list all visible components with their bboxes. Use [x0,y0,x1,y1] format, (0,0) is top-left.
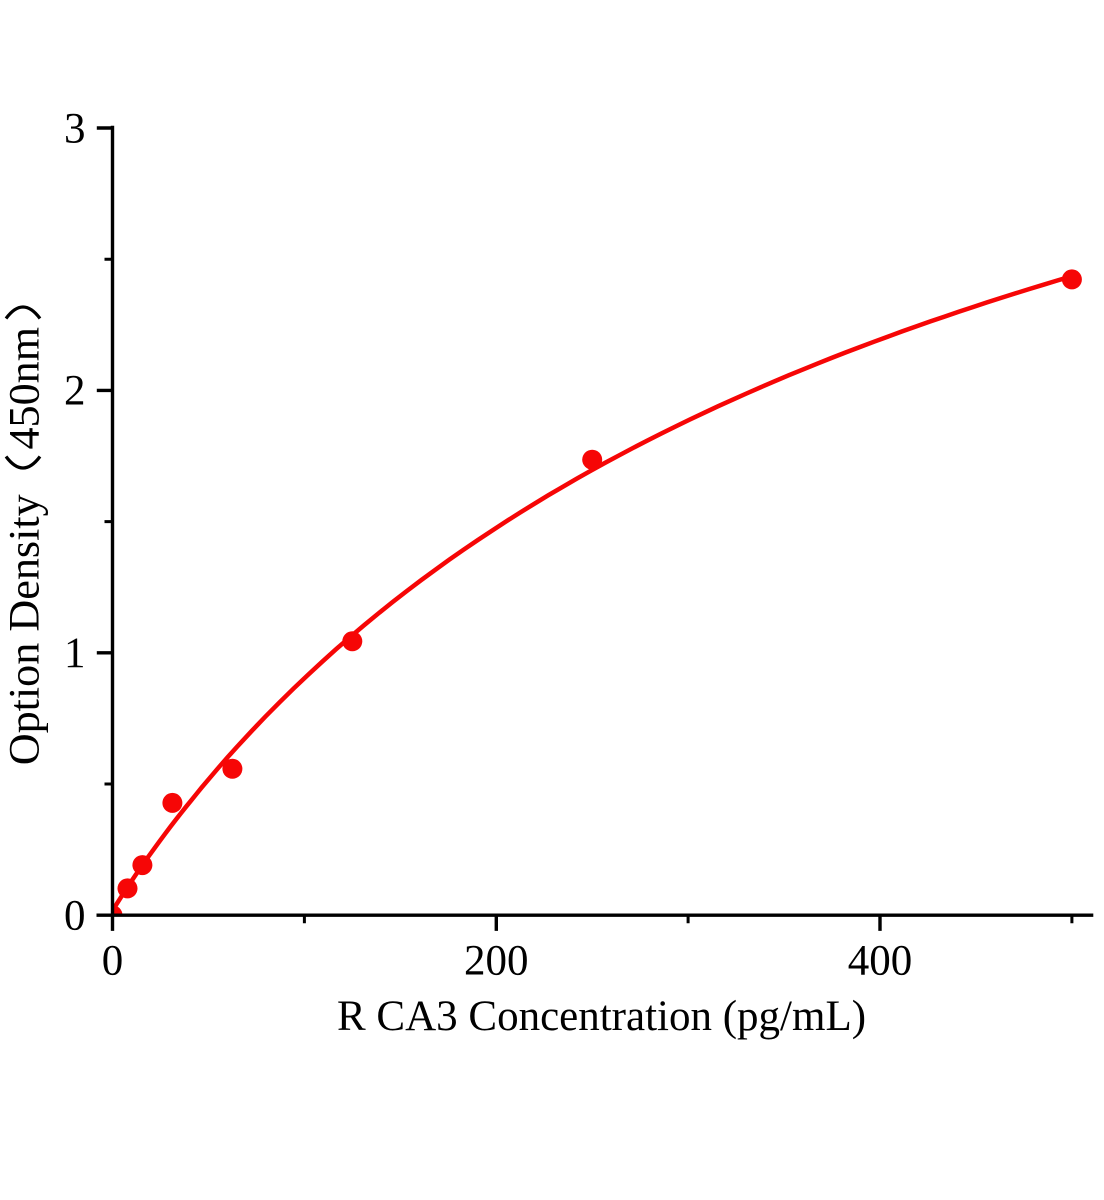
svg-text:0: 0 [64,892,86,939]
svg-text:1: 1 [64,630,86,677]
svg-text:Option Density: Option Density [2,494,49,766]
svg-text:0: 0 [102,937,124,984]
svg-text:450nm: 450nm [2,327,49,450]
svg-text:2: 2 [64,368,86,415]
svg-text:200: 200 [464,937,529,984]
svg-text:400: 400 [848,937,913,984]
svg-text:3: 3 [64,105,86,152]
svg-text:R CA3 Concentration (pg/mL): R CA3 Concentration (pg/mL) [337,993,866,1040]
